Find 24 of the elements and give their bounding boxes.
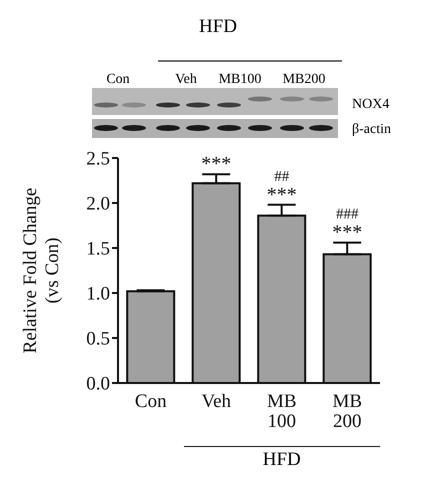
y-tick-label: 0.5 xyxy=(86,328,110,350)
y-tick-label: 1.5 xyxy=(86,238,110,260)
y-tick-label: 1.0 xyxy=(86,284,110,305)
y-tick-label: 0.0 xyxy=(86,374,110,395)
annotation: ## xyxy=(274,168,290,185)
text: HFD xyxy=(198,16,238,37)
annotation: *** xyxy=(332,222,362,244)
y-axis-title: Relative Fold Change (vs Con) xyxy=(20,188,63,354)
text: MB200 xyxy=(282,72,326,87)
text: β-actin xyxy=(352,122,391,137)
x-tick-label: Veh xyxy=(201,391,232,412)
y-tick-label: 2.5 xyxy=(86,148,110,170)
text: Veh xyxy=(175,72,197,87)
text: NOX4 xyxy=(352,97,390,112)
annotation: ### xyxy=(336,206,359,223)
text: HFD xyxy=(262,449,302,471)
annotation: *** xyxy=(201,153,232,176)
y-tick-label: 2.0 xyxy=(86,194,110,215)
x-tick-label: MB 200 xyxy=(332,391,362,432)
x-tick-label: Con xyxy=(134,391,168,412)
text: Con xyxy=(106,72,130,87)
annotation: *** xyxy=(266,184,297,206)
x-tick-label: MB 100 xyxy=(266,391,297,432)
text: MB100 xyxy=(218,72,262,87)
